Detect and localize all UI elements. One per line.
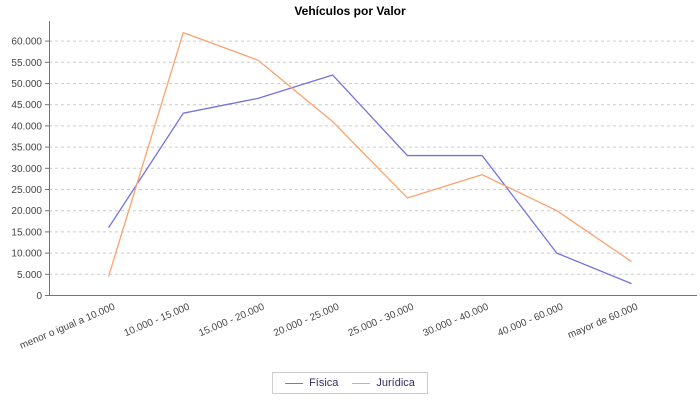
y-tick-label: 25.000 <box>11 185 42 196</box>
x-category-label: mayor de 60.000 <box>566 301 640 341</box>
legend: Física Jurídica <box>272 372 428 394</box>
x-category-label: 25.000 - 30.000 <box>347 301 416 339</box>
y-tick-label: 35.000 <box>11 143 42 154</box>
y-tick-label: 20.000 <box>11 206 42 217</box>
x-category-label: menor o igual a 10.000 <box>18 301 117 351</box>
y-tick-label: 15.000 <box>11 227 42 238</box>
legend-item-juridica: Jurídica <box>352 377 415 389</box>
series-line-juridica <box>107 31 632 277</box>
y-tick-label: 50.000 <box>11 79 42 90</box>
y-tick-label: 40.000 <box>11 121 42 132</box>
legend-item-fisica: Física <box>285 377 338 389</box>
y-tick-label: 60.000 <box>11 37 42 48</box>
x-category-label: 30.000 - 40.000 <box>421 301 490 339</box>
y-tick-label: 55.000 <box>11 58 42 69</box>
legend-label-fisica: Física <box>309 377 339 389</box>
x-category-label: 20.000 - 25.000 <box>272 301 341 339</box>
fisica-line-swatch-icon <box>285 382 304 384</box>
y-tick-label: 30.000 <box>11 164 42 175</box>
juridica-line-swatch-icon <box>352 382 371 384</box>
x-category-label: 15.000 - 20.000 <box>197 301 266 339</box>
y-tick-label: 45.000 <box>11 100 42 111</box>
y-tick-label: 0 <box>36 291 42 302</box>
y-tick-label: 5.000 <box>17 270 42 281</box>
x-category-label: 10.000 - 15.000 <box>123 301 192 339</box>
x-category-label: 40.000 - 60.000 <box>496 301 565 339</box>
series-line-fisica <box>108 74 632 285</box>
legend-label-juridica: Jurídica <box>376 377 415 389</box>
y-tick-label: 10.000 <box>11 249 42 260</box>
chart-title: Vehículos por Valor <box>294 4 406 18</box>
